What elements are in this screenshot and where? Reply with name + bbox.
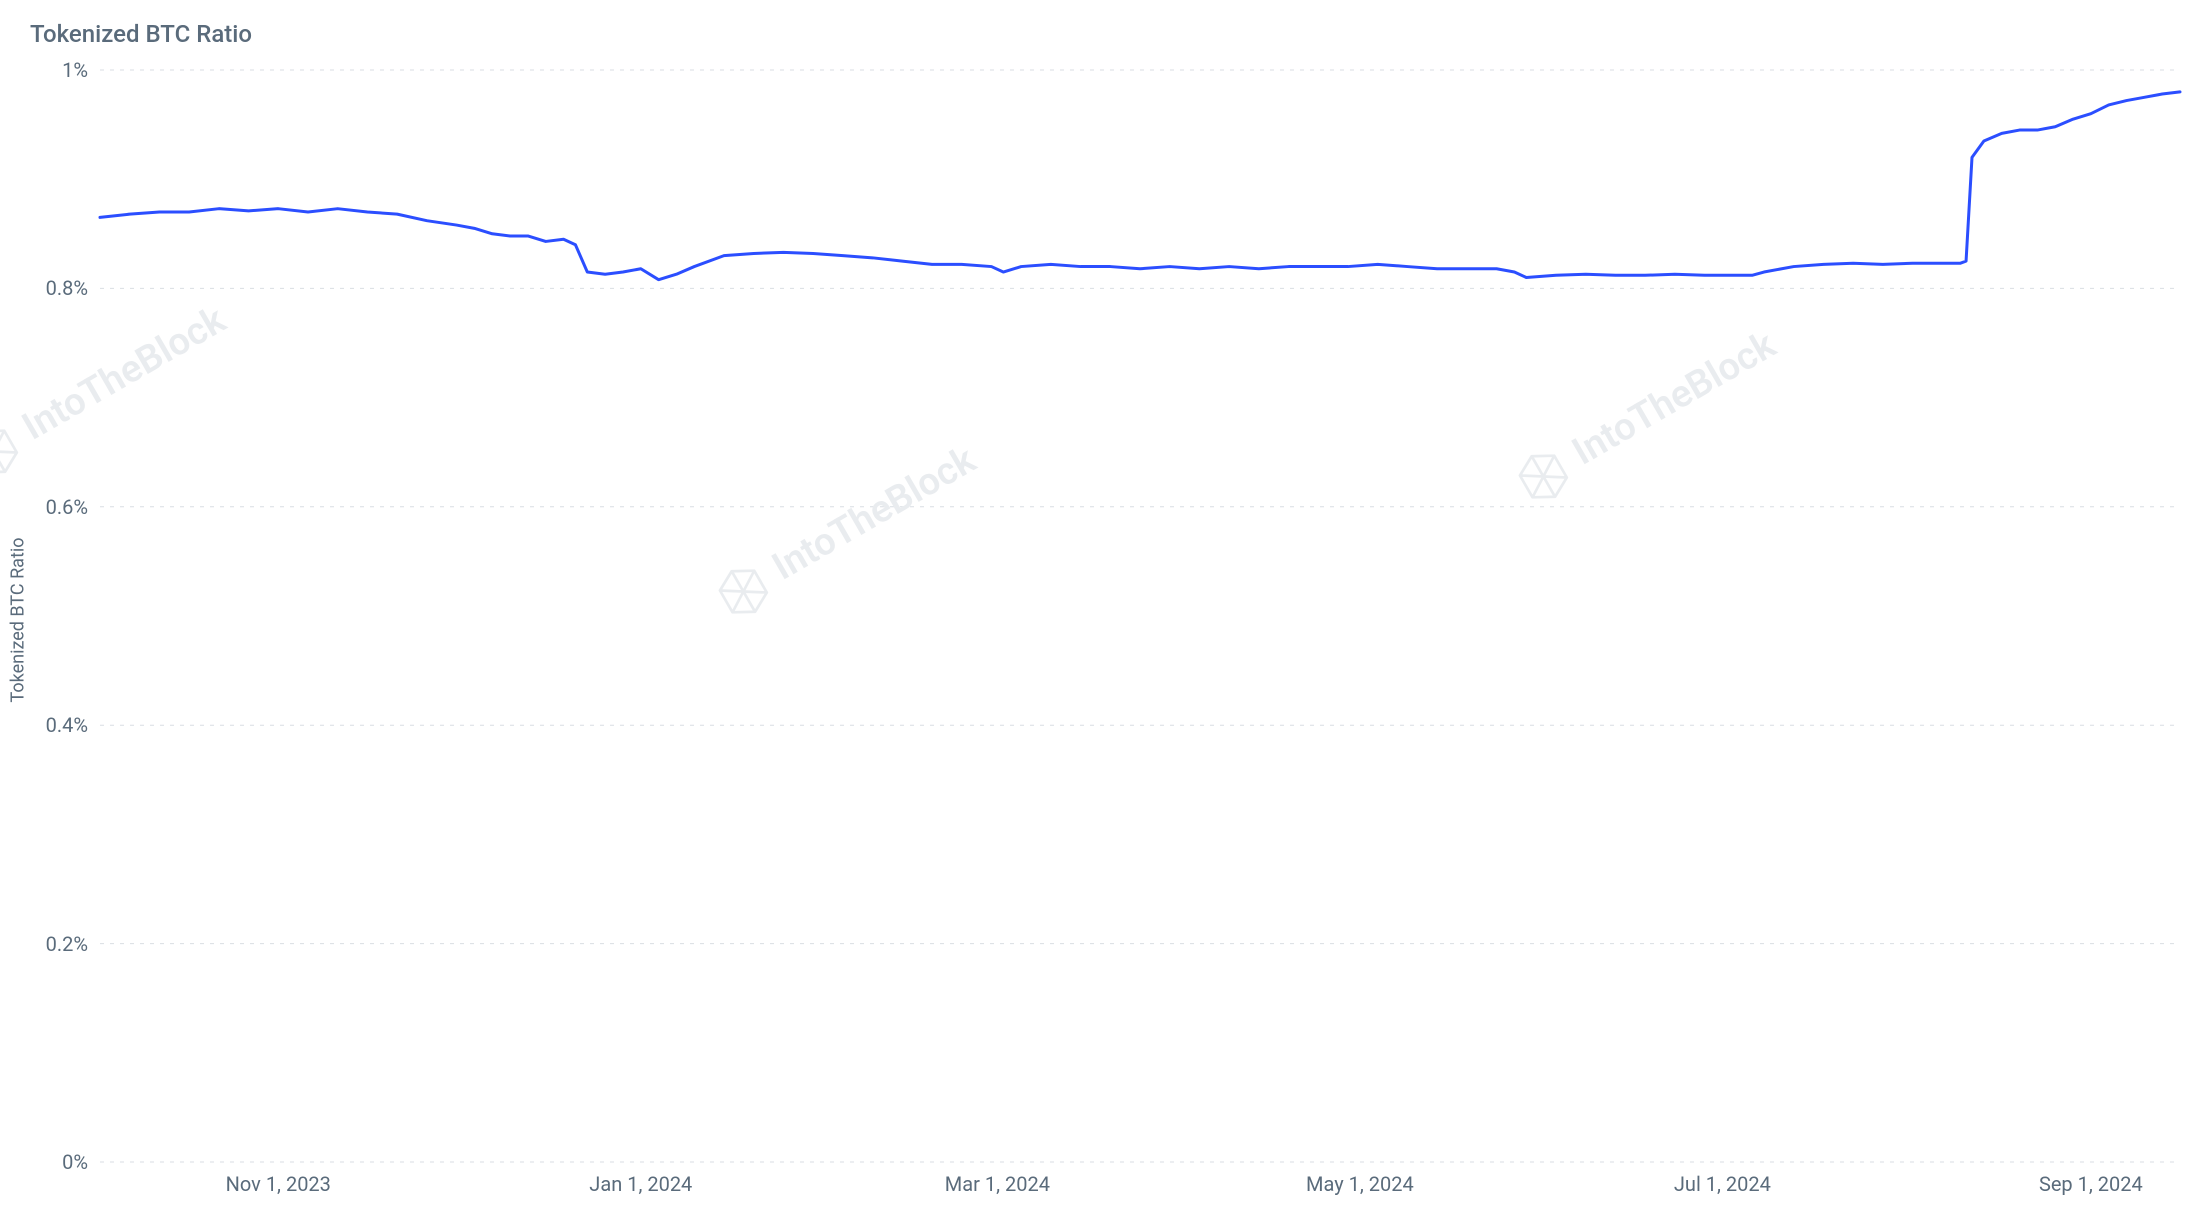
y-tick-label: 0.8% <box>46 276 88 300</box>
watermark-text: IntoTheBlock <box>15 298 234 450</box>
chart-container: Tokenized BTC Ratio Tokenized BTC Ratio … <box>0 0 2210 1212</box>
watermark-text: IntoTheBlock <box>765 438 984 590</box>
watermark-layer: IntoTheBlock IntoTheBlock IntoTheBlock <box>0 298 1786 622</box>
y-tick-label: 1% <box>62 58 88 82</box>
x-tick-label: Mar 1, 2024 <box>945 1172 1050 1196</box>
x-tick-label: Jan 1, 2024 <box>589 1172 692 1196</box>
x-tick-label: May 1, 2024 <box>1306 1172 1414 1196</box>
x-tick-label: Nov 1, 2023 <box>226 1172 331 1196</box>
chart-plot: IntoTheBlock IntoTheBlock IntoTheBlock <box>0 0 2210 1212</box>
series-line <box>100 92 2180 280</box>
x-tick-label: Jul 1, 2024 <box>1674 1172 1771 1196</box>
y-tick-label: 0.6% <box>46 495 88 519</box>
y-tick-label: 0.4% <box>46 713 88 737</box>
y-tick-label: 0.2% <box>46 932 88 956</box>
y-tick-label: 0% <box>62 1150 88 1174</box>
watermark-text: IntoTheBlock <box>1565 323 1784 475</box>
x-tick-label: Sep 1, 2024 <box>2039 1172 2143 1196</box>
